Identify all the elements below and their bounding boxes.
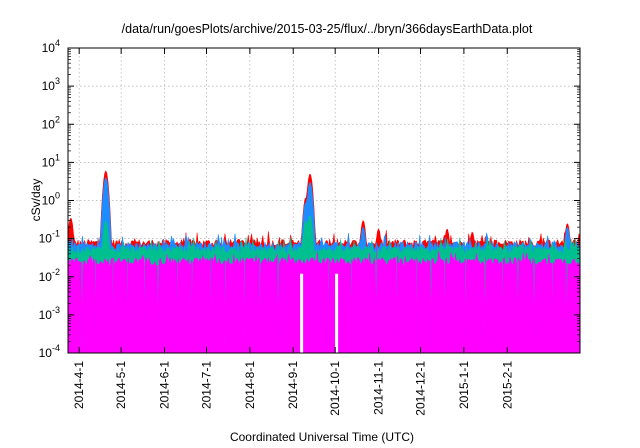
chart-title: /data/run/goesPlots/archive/2015-03-25/f… [122, 22, 533, 36]
y-tick-label: 104 [42, 38, 60, 55]
x-tick-label: 2014-4-1 [72, 361, 86, 409]
x-tick-label: 2014-9-1 [286, 361, 300, 409]
y-tick-label: 10-3 [39, 305, 60, 322]
x-tick-label: 2014-5-1 [114, 361, 128, 409]
x-tick-label: 2014-6-1 [158, 361, 172, 409]
series-3-area [67, 247, 581, 354]
y-tick-label: 102 [42, 114, 60, 131]
x-tick-label: 2014-10-1 [328, 361, 342, 416]
y-tick-label: 101 [42, 152, 60, 169]
y-tick-label: 100 [42, 191, 60, 208]
x-tick-label: 2014-12-1 [414, 361, 428, 416]
y-tick-label: 10-1 [39, 229, 60, 246]
y-tick-label: 10-2 [39, 267, 60, 284]
series-gap [300, 273, 304, 353]
y-tick-label: 103 [42, 76, 60, 93]
x-tick-label: 2014-7-1 [199, 361, 213, 409]
x-tick-label: 2014-8-1 [243, 361, 257, 409]
x-tick-label: 2014-11-1 [372, 361, 386, 415]
data-series [67, 170, 581, 354]
y-axis-label: cSv/day [29, 179, 43, 222]
series-gap [335, 273, 339, 353]
y-tick-label: 10-4 [39, 343, 60, 360]
axis-ticks: 10-4 10-3 10-2 10-1 100 101 102 103 104 2014-4-1 2… [39, 38, 580, 416]
x-axis-label: Coordinated Universal Time (UTC) [230, 430, 414, 444]
x-tick-label: 2015-2-1 [500, 361, 514, 409]
x-tick-label: 2015-1-1 [457, 361, 471, 409]
